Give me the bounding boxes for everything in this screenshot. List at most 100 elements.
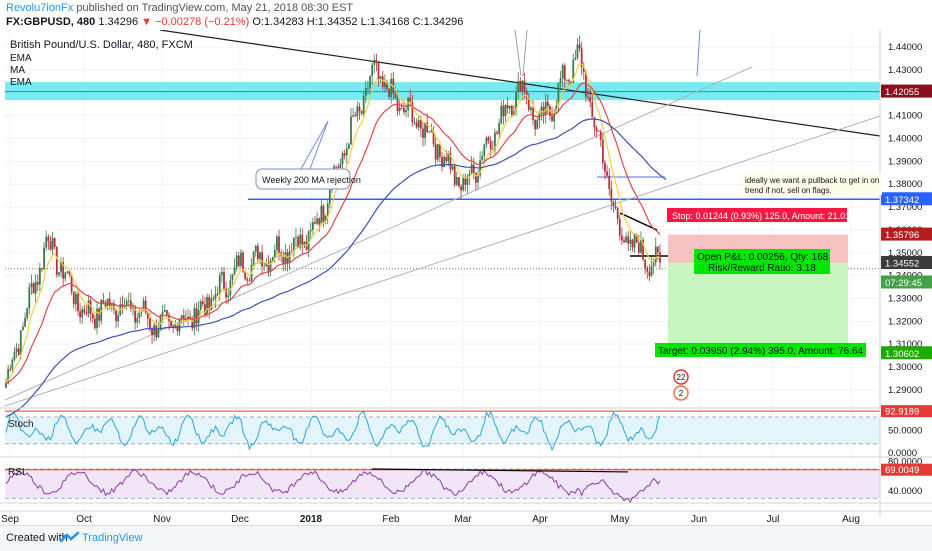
candle-body bbox=[424, 122, 426, 138]
candle-body bbox=[259, 252, 261, 260]
candle-body bbox=[447, 153, 450, 162]
candle-body bbox=[375, 60, 378, 63]
candle-body bbox=[273, 250, 276, 258]
candle-body bbox=[96, 308, 98, 329]
rsi-divergence-line bbox=[371, 468, 629, 473]
candle-body bbox=[377, 62, 380, 80]
candle-body bbox=[403, 107, 405, 113]
candle-body bbox=[466, 176, 469, 185]
position-tool[interactable] bbox=[655, 208, 866, 357]
ohlc-values: O:1.34283 H:1.34352 L:1.34168 C:1.34296 bbox=[252, 16, 464, 28]
candle-body bbox=[561, 65, 564, 79]
candle-body bbox=[595, 127, 598, 131]
tradingview-logo-icon bbox=[60, 531, 80, 543]
candle-body bbox=[70, 274, 73, 292]
candle-body bbox=[540, 106, 543, 114]
candle-body bbox=[210, 298, 213, 311]
symbol-label: FX:GBPUSD, 480 bbox=[6, 16, 96, 28]
price-tick-label: 1.39000 bbox=[888, 156, 922, 167]
candle-body bbox=[386, 82, 388, 90]
candle-body bbox=[324, 215, 327, 222]
price-label-text: 1.37342 bbox=[885, 195, 919, 206]
candle-body bbox=[47, 236, 50, 242]
price-tick-label: 1.31000 bbox=[888, 339, 922, 350]
candle-body bbox=[515, 92, 517, 112]
candle-body bbox=[474, 172, 477, 183]
candle-body bbox=[30, 283, 33, 287]
price-label-text: 1.34552 bbox=[885, 259, 919, 270]
publish-line: Revolu7ionFx published on TradingView.co… bbox=[6, 2, 353, 14]
candle-body bbox=[176, 325, 179, 332]
candle-body bbox=[115, 309, 117, 322]
candle-body bbox=[153, 325, 156, 336]
candle-body bbox=[132, 306, 134, 309]
event-badge[interactable]: 2 bbox=[673, 385, 689, 401]
candle-body bbox=[491, 149, 494, 150]
candle-body bbox=[64, 272, 67, 279]
time-axis: Sep Oct Nov Dec 2018 Feb Mar Apr May Jun Jul Aug bbox=[0, 510, 932, 525]
ma-note-box bbox=[255, 168, 351, 190]
annotations: British Pound/U.S. Dollar, 480, FXCM EMA… bbox=[8, 39, 882, 478]
candle-body bbox=[407, 97, 410, 110]
event-badge[interactable]: 22 bbox=[673, 369, 689, 385]
candle-body bbox=[462, 177, 465, 191]
candle-body bbox=[204, 304, 206, 315]
candle-body bbox=[593, 117, 596, 128]
candle-body bbox=[85, 312, 88, 314]
candle-body bbox=[371, 64, 374, 77]
candle-body bbox=[347, 144, 350, 149]
candle-body bbox=[22, 326, 24, 331]
candle-body bbox=[604, 162, 606, 172]
time-tick-label: Jul bbox=[767, 514, 780, 525]
candle-body bbox=[223, 272, 225, 289]
candle-body bbox=[66, 271, 69, 273]
price-label-box bbox=[881, 275, 932, 289]
candle-body bbox=[525, 90, 528, 98]
candle-body bbox=[587, 96, 589, 98]
candle-body bbox=[529, 107, 532, 110]
candle-body bbox=[161, 311, 164, 316]
tradingview-brand-link[interactable]: TradingView bbox=[82, 532, 143, 544]
rsi-line bbox=[5, 468, 661, 503]
candle-body bbox=[646, 268, 649, 272]
candle-body bbox=[614, 205, 617, 209]
candle-body bbox=[343, 153, 346, 156]
candle-body bbox=[597, 130, 600, 132]
candle-body bbox=[182, 315, 185, 320]
price-label-text: 07:29:45 bbox=[885, 278, 922, 289]
ma-line bbox=[5, 82, 661, 384]
candle-body bbox=[307, 231, 310, 250]
candle-body bbox=[261, 252, 263, 267]
candle-body bbox=[438, 144, 441, 157]
author-link[interactable]: Revolu7ionFx bbox=[6, 2, 74, 14]
price-tick-label: 1.35000 bbox=[888, 248, 922, 259]
candle-body bbox=[506, 104, 509, 109]
candle-body bbox=[136, 318, 139, 323]
event-badge-count: 22 bbox=[677, 373, 686, 382]
price-label-text: 1.42055 bbox=[885, 87, 919, 98]
candle-body bbox=[565, 79, 568, 81]
candle-body bbox=[498, 123, 501, 134]
candle-body bbox=[246, 279, 249, 281]
candle-body bbox=[9, 369, 12, 370]
candle-body bbox=[174, 325, 177, 328]
candle-body bbox=[53, 237, 56, 248]
candle-body bbox=[297, 237, 299, 248]
candle-body bbox=[214, 293, 217, 299]
candle-body bbox=[360, 111, 363, 114]
time-tick-label: Feb bbox=[382, 514, 400, 525]
candle-body bbox=[642, 239, 644, 260]
candle-body bbox=[269, 260, 272, 272]
candle-body bbox=[299, 234, 302, 248]
candle-body bbox=[379, 76, 382, 80]
stoch-tick-label: 0.0000 bbox=[888, 448, 917, 459]
price-change: ▼ −0.00278 (−0.21%) bbox=[141, 16, 250, 28]
candle-body bbox=[189, 316, 192, 319]
event-badges[interactable]: 222 bbox=[673, 369, 689, 401]
candle-body bbox=[216, 293, 219, 295]
candle-body bbox=[117, 315, 120, 322]
ema-slow-line bbox=[5, 118, 667, 418]
candle-body bbox=[282, 256, 285, 265]
